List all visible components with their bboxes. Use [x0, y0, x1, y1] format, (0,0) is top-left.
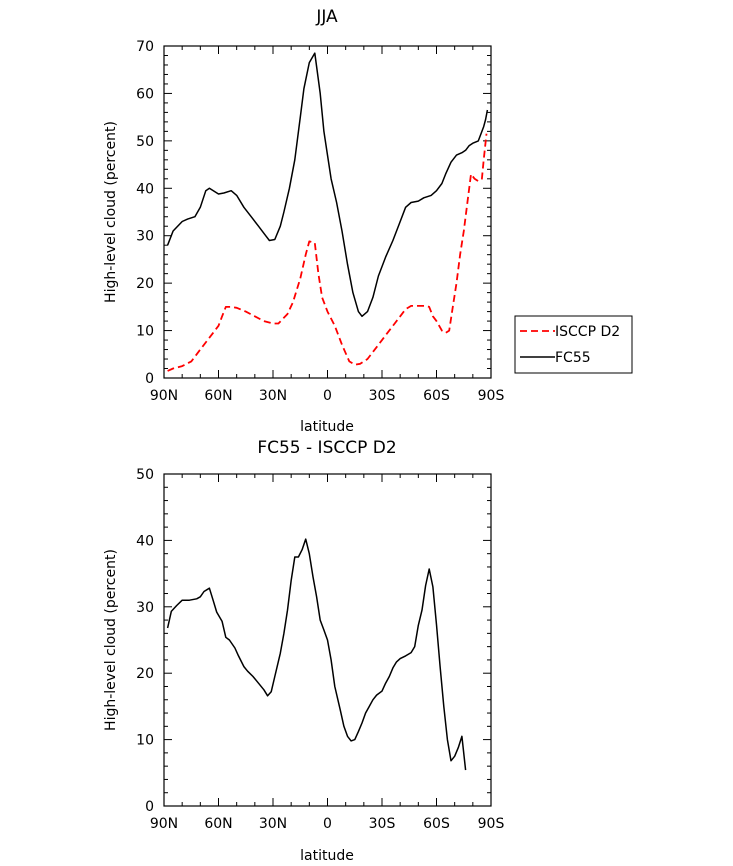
top-ytick-label: 70 [136, 39, 154, 55]
legend-label-isccp: ISCCP D2 [555, 324, 620, 340]
y-axis-label-bottom: High-level cloud (percent) [103, 549, 119, 731]
bottom-xtick-label: 60S [423, 816, 450, 832]
chart-title-bottom: FC55 - ISCCP D2 [257, 438, 396, 458]
bottom-xtick-label: 90N [150, 816, 178, 832]
series-lines-top [166, 52, 489, 372]
chart-bottom: FC55 - ISCCP D2 90N 60N 30N 0 30S 60S 90S 0 10 2… [103, 438, 504, 864]
bottom-xtick-label: 90S [478, 816, 505, 832]
top-xtick-label: 90S [478, 388, 505, 404]
plot-frame-top [163, 45, 492, 379]
top-ytick-label: 0 [145, 371, 154, 387]
top-xtick-label: 60N [204, 388, 232, 404]
x-axis-ticks-bottom: 90N 60N 30N 0 30S 60S 90S [150, 474, 505, 832]
top-ytick-label: 50 [136, 134, 154, 150]
y-axis-label-top: High-level cloud (percent) [103, 121, 119, 303]
top-ytick-label: 60 [136, 86, 154, 102]
bottom-ytick-label: 40 [136, 533, 154, 549]
top-xtick-label: 60S [423, 388, 450, 404]
series-lines-bottom [166, 538, 467, 771]
x-axis-label-bottom: latitude [300, 848, 354, 864]
top-series-line-fc55 [166, 52, 489, 318]
top-xtick-label: 0 [323, 388, 332, 404]
bottom-ytick-label: 50 [136, 467, 154, 483]
bottom-ytick-label: 30 [136, 600, 154, 616]
bottom-ytick-label: 0 [145, 799, 154, 815]
bottom-ytick-label: 10 [136, 733, 154, 749]
legend-label-fc55: FC55 [555, 350, 591, 366]
x-axis-label-top: latitude [300, 419, 354, 435]
top-ytick-label: 30 [136, 229, 154, 245]
top-ytick-label: 20 [136, 276, 154, 292]
bottom-xtick-label: 30N [259, 816, 287, 832]
bottom-ytick-label: 20 [136, 666, 154, 682]
top-xtick-label: 30N [259, 388, 287, 404]
top-series-line-isccp-d2 [167, 133, 488, 372]
y-axis-ticks-bottom: 0 10 20 30 40 50 [136, 467, 491, 815]
top-ytick-label: 40 [136, 181, 154, 197]
legend-box [514, 315, 633, 374]
chart-title-top: JJA [315, 7, 338, 27]
legend: ISCCP D2 FC55 [514, 315, 633, 374]
x-axis-ticks-top: 90N 60N 30N 0 30S 60S 90S [150, 46, 505, 404]
bottom-series-line-0 [166, 538, 467, 771]
bottom-xtick-label: 60N [204, 816, 232, 832]
bottom-xtick-label: 0 [323, 816, 332, 832]
top-xtick-label: 30S [369, 388, 396, 404]
top-xtick-label: 90N [150, 388, 178, 404]
top-ytick-label: 10 [136, 324, 154, 340]
chart-top: JJA 90N 60N 30N 0 30S 60S 90S 010203040506070 … [103, 7, 633, 435]
bottom-xtick-label: 30S [369, 816, 396, 832]
y-axis-ticks-top: 0 10 20 30 40 50 60 70 [136, 39, 491, 387]
